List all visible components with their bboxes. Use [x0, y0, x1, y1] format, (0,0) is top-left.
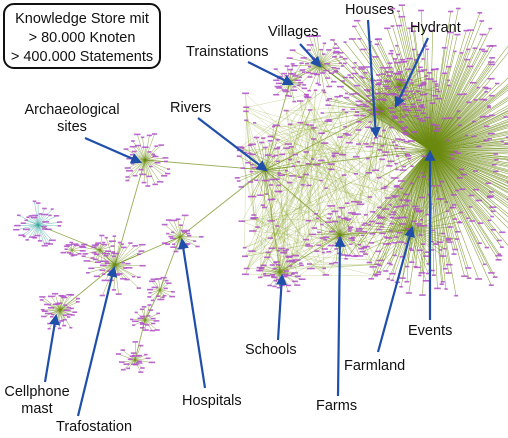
label-farmland: Farmland — [344, 358, 406, 374]
rivers-arrow — [197, 117, 268, 172]
label-rivers: Rivers — [170, 100, 212, 116]
info-line-3: > 400.000 Statements — [10, 49, 154, 65]
label-cellphone-mast: Cellphone mast — [0, 384, 74, 418]
schools-arrow — [275, 273, 287, 341]
label-trafostation: Trafostation — [56, 419, 133, 435]
info-line-1: Knowledge Store mit — [15, 11, 149, 27]
label-schools: Schools — [245, 342, 297, 358]
hydrant-arrow — [394, 37, 429, 108]
label-archaeological-line-1: Archaeological — [24, 102, 120, 118]
label-houses: Houses — [345, 2, 395, 18]
archaeological-arrow — [84, 136, 143, 164]
cellphone-arrow — [43, 313, 60, 383]
graph-edges — [16, 5, 508, 373]
houses-arrow — [366, 19, 381, 139]
label-cellphone-line-1: Cellphone — [4, 384, 70, 400]
hospitals-arrow — [177, 237, 207, 389]
label-archaeological-line-2: sites — [57, 119, 87, 135]
trainstations-arrow — [247, 61, 294, 85]
knowledge-store-info-box: Knowledge Store mit > 80.000 Knoten > 40… — [3, 3, 161, 69]
label-trainstations: Trainstations — [186, 44, 269, 60]
label-hydrant: Hydrant — [410, 20, 461, 36]
label-events: Events — [408, 323, 453, 339]
info-line-2: > 80.000 Knoten — [28, 30, 136, 46]
label-archaeological-sites: Archaeological sites — [20, 102, 124, 136]
label-villages: Villages — [268, 24, 319, 40]
label-farms: Farms — [316, 398, 358, 414]
label-cellphone-line-2: mast — [21, 401, 53, 417]
label-hospitals: Hospitals — [182, 393, 242, 409]
farms-arrow — [334, 235, 346, 397]
villages-arrow — [299, 43, 322, 68]
farmland-arrow — [376, 225, 415, 353]
trafostation-arrow — [76, 265, 118, 417]
